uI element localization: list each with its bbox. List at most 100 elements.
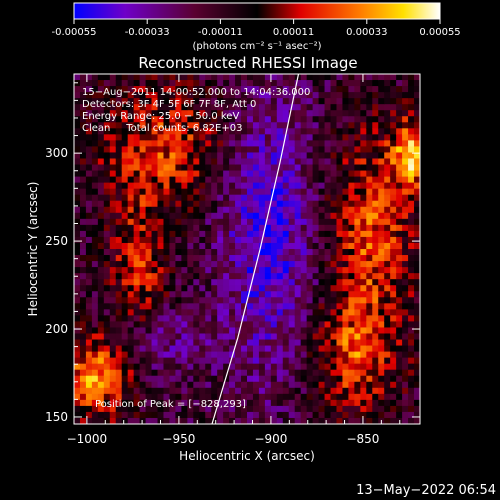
heatmap-cell [217,116,224,123]
heatmap-cell [318,200,326,208]
heatmap-cell [217,158,224,166]
heatmap-cell [414,405,420,413]
heatmap-cell [318,381,326,389]
heatmap-cell [103,411,111,419]
heatmap-cell [121,261,129,268]
heatmap-cell [264,333,272,341]
heatmap-cell [390,206,397,214]
heatmap-cell [318,351,326,359]
heatmap-cell [354,267,361,274]
heatmap-cell [109,110,117,117]
heatmap-cell [187,285,194,292]
heatmap-cell [306,164,314,172]
heatmap-cell [133,188,141,196]
heatmap-cell [306,309,314,316]
heatmap-cell [205,182,212,190]
heatmap-cell [115,261,123,268]
heatmap-cell [378,249,385,256]
heatmap-cell [74,182,81,190]
heatmap-cell [348,146,355,154]
heatmap-cell [85,152,93,160]
heatmap-cell [318,218,326,226]
heatmap-cell [354,92,361,99]
heatmap-cell [223,333,230,341]
heatmap-cell [139,128,147,135]
heatmap-cell [157,339,165,347]
heatmap-cell [163,339,171,347]
heatmap-cell [306,249,314,256]
heatmap-cell [366,110,373,117]
heatmap-cell [384,104,391,111]
heatmap-cell [211,92,218,99]
heatmap-cell [336,122,344,129]
heatmap-cell [300,86,308,93]
heatmap-cell [402,285,409,292]
heatmap-cell [247,333,254,341]
heatmap-cell [193,327,200,335]
heatmap-cell [103,285,111,292]
heatmap-cell [264,158,272,166]
heatmap-cell [127,212,135,220]
heatmap-cell [133,218,141,226]
heatmap-cell [193,74,200,81]
heatmap-cell [294,417,302,424]
heatmap-cell [181,236,188,244]
heatmap-cell [396,249,403,256]
heatmap-cell [390,242,397,250]
heatmap-cell [115,405,123,413]
heatmap-cell [79,321,87,329]
heatmap-cell [205,273,212,280]
heatmap-cell [324,164,332,172]
heatmap-cell [193,363,200,371]
heatmap-cell [229,333,236,341]
heatmap-cell [414,399,420,407]
heatmap-cell [121,411,129,419]
heatmap-cell [294,116,302,123]
heatmap-cell [217,152,224,160]
heatmap-cell [79,297,87,304]
heatmap-cell [264,80,272,87]
heatmap-cell [97,134,105,141]
heatmap-cell [300,309,308,316]
heatmap-cell [241,327,248,335]
heatmap-cell [91,182,99,190]
heatmap-cell [276,321,284,329]
heatmap-cell [306,140,314,148]
heatmap-cell [396,285,403,292]
heatmap-cell [127,80,135,87]
heatmap-cell [306,321,314,329]
heatmap-cell [97,224,105,232]
heatmap-cell [294,92,302,99]
heatmap-cell [378,236,385,244]
heatmap-cell [390,218,397,226]
heatmap-cell [282,345,290,353]
heatmap-cell [276,381,284,389]
heatmap-cell [354,369,361,377]
heatmap-cell [258,393,266,401]
heatmap-cell [384,212,391,220]
heatmap-cell [336,218,344,226]
heatmap-cell [318,128,326,135]
heatmap-cell [318,146,326,154]
heatmap-cell [318,86,326,93]
heatmap-cell [247,303,254,310]
heatmap-cell [127,399,135,407]
heatmap-cell [300,261,308,268]
heatmap-cell [175,327,182,335]
x-axis-label: Heliocentric X (arcsec) [179,449,315,463]
heatmap-cell [264,381,272,389]
heatmap-cell [354,315,361,323]
heatmap-cell [74,303,81,310]
heatmap-cell [258,357,266,365]
heatmap-cell [229,158,236,166]
heatmap-cell [247,116,254,123]
heatmap-cell [342,327,350,335]
heatmap-cell [163,333,171,341]
heatmap-cell [306,255,314,262]
heatmap-cell [264,345,272,353]
heatmap-cell [74,86,81,93]
heatmap-cell [79,339,87,347]
heatmap-cell [282,321,290,329]
heatmap-cell [390,188,397,196]
heatmap-cell [324,236,332,244]
